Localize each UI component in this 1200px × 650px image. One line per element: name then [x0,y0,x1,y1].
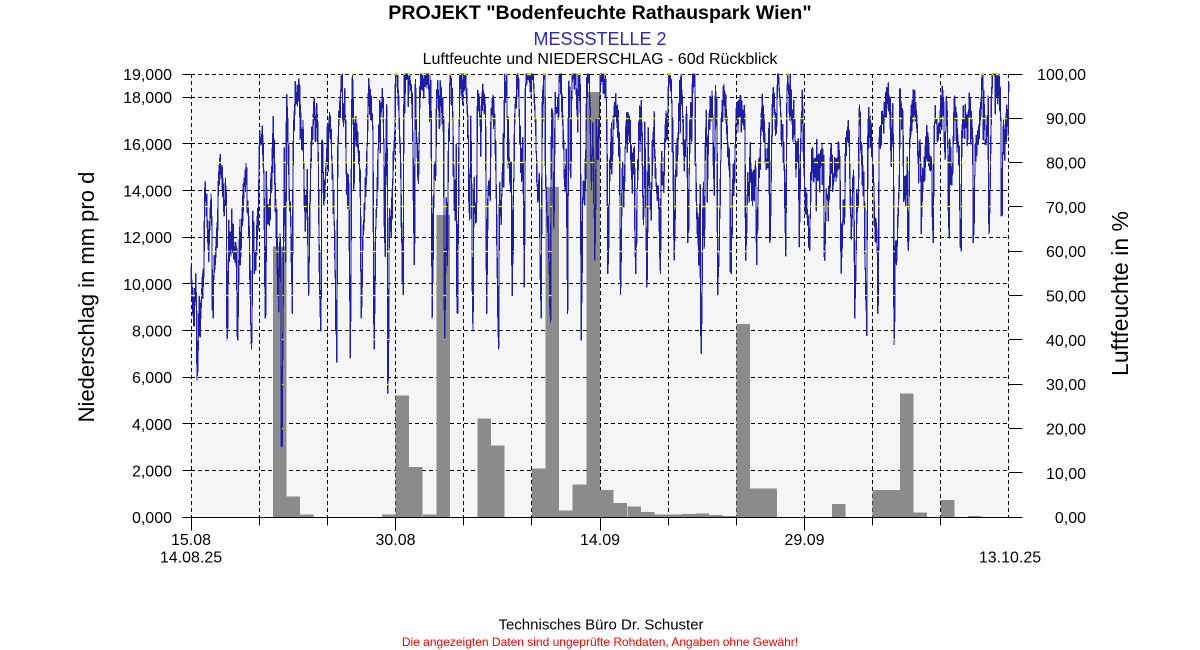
svg-text:2,000: 2,000 [132,463,172,480]
svg-text:18,000: 18,000 [123,90,172,107]
svg-text:12,000: 12,000 [123,230,172,247]
svg-text:40,00: 40,00 [1046,333,1086,350]
svg-text:20,00: 20,00 [1046,421,1086,438]
svg-text:8,000: 8,000 [132,323,172,340]
svg-text:29.09: 29.09 [784,532,824,549]
svg-text:Luftfeuchte in %: Luftfeuchte in % [1107,211,1133,376]
svg-text:10,000: 10,000 [123,277,172,294]
svg-text:6,000: 6,000 [132,370,172,387]
svg-text:0,000: 0,000 [132,510,172,527]
svg-text:Technisches Büro Dr. Schuster: Technisches Büro Dr. Schuster [498,617,703,634]
svg-text:Niederschlag in mm pro d: Niederschlag in mm pro d [74,172,99,423]
svg-text:PROJEKT "Bodenfeuchte Rathausp: PROJEKT "Bodenfeuchte Rathauspark Wien" [388,2,811,24]
svg-text:0,00: 0,00 [1055,510,1086,527]
svg-text:70,00: 70,00 [1046,200,1086,217]
svg-text:14.09: 14.09 [580,532,620,549]
svg-text:14.08.25: 14.08.25 [160,550,222,567]
svg-text:100,00: 100,00 [1037,67,1086,84]
svg-text:16,000: 16,000 [123,137,172,154]
svg-text:14,000: 14,000 [123,184,172,201]
svg-text:Die angezeigten Daten sind ung: Die angezeigten Daten sind ungeprüfte Ro… [402,635,798,649]
svg-text:4,000: 4,000 [132,417,172,434]
svg-text:90,00: 90,00 [1046,111,1086,128]
svg-text:15.08: 15.08 [171,532,211,549]
svg-text:30.08: 30.08 [375,532,415,549]
svg-text:30,00: 30,00 [1046,377,1086,394]
svg-text:19,000: 19,000 [123,67,172,84]
svg-text:50,00: 50,00 [1046,288,1086,305]
svg-text:60,00: 60,00 [1046,244,1086,261]
svg-text:10,00: 10,00 [1046,466,1086,483]
svg-text:13.10.25: 13.10.25 [979,550,1041,567]
svg-text:Luftfeuchte und NIEDERSCHLAG -: Luftfeuchte und NIEDERSCHLAG - 60d Rückb… [423,51,779,68]
svg-text:MESSSTELLE 2: MESSSTELLE 2 [533,29,666,49]
svg-text:80,00: 80,00 [1046,156,1086,173]
